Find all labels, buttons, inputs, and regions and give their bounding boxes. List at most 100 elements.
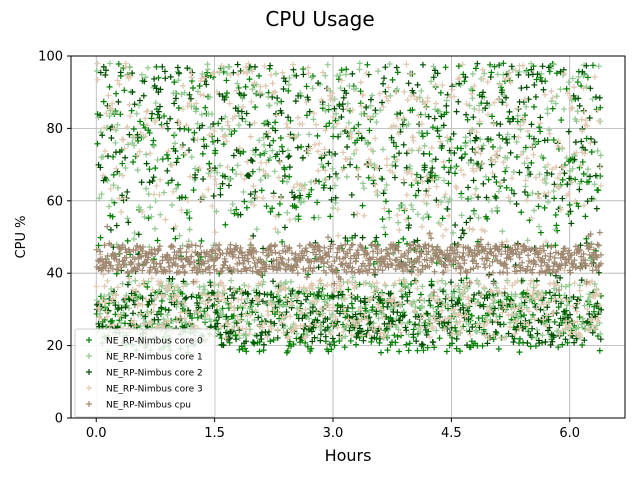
data-point [569,75,576,82]
data-point [468,338,475,345]
data-point [349,308,356,315]
data-point [430,339,437,346]
data-point [112,302,119,309]
data-point [462,74,469,81]
data-point [181,89,188,96]
data-point [496,132,503,139]
data-point [106,203,113,210]
data-point [153,85,160,92]
data-point [249,86,256,93]
data-point [436,133,443,140]
data-point [332,150,339,157]
data-point [418,223,425,230]
data-point [514,105,521,112]
data-point [283,178,290,185]
data-point [200,283,207,290]
data-point [184,65,191,72]
data-point [544,110,551,117]
data-point [178,207,185,214]
data-point [146,179,153,186]
data-point [269,205,276,212]
data-point [308,186,315,193]
data-point [136,282,143,289]
data-point [134,167,141,174]
data-point [324,61,331,68]
data-point [392,162,399,169]
data-point [334,206,341,213]
data-point [576,102,583,109]
data-point [333,110,340,117]
data-point [470,177,477,184]
data-point [279,238,286,245]
data-point [286,164,293,171]
data-point [399,202,406,209]
data-point [430,63,437,70]
data-point [259,195,266,202]
data-point [356,66,363,73]
data-point [171,131,178,138]
data-point [137,118,144,125]
data-point [537,74,544,81]
data-point [521,160,528,167]
data-point [139,301,146,308]
data-point [165,307,172,314]
data-point [422,104,429,111]
data-point [580,72,587,79]
x-tick-label: 1.5 [204,426,225,441]
data-point [298,300,305,307]
data-point [462,151,469,158]
data-point [445,180,452,187]
data-point [433,100,440,107]
data-point [252,104,259,111]
data-point [324,258,331,265]
data-point [559,341,566,348]
data-point [299,315,306,322]
data-point [155,316,162,323]
data-point [541,204,548,211]
data-point [428,78,435,85]
data-point [490,120,497,127]
data-point [192,108,199,115]
data-point [172,90,179,97]
data-point [247,133,254,140]
data-point [236,90,243,97]
data-point [245,258,252,265]
data-point [545,199,552,206]
data-point [432,156,439,163]
data-point [340,149,347,156]
data-point [583,83,590,90]
data-point [499,269,506,276]
data-point [381,205,388,212]
data-point [324,324,331,331]
data-point [114,121,121,128]
data-point [326,173,333,180]
data-point [292,215,299,222]
data-point [370,174,377,181]
data-point [337,130,344,137]
data-point [226,100,233,107]
data-point [457,348,464,355]
data-point [389,76,396,83]
data-point [380,190,387,197]
data-point [275,298,282,305]
data-point [306,315,313,322]
data-point [572,139,579,146]
data-point [114,306,121,313]
data-point [179,290,186,297]
data-point [152,165,159,172]
data-point [373,119,380,126]
data-point [212,309,219,316]
data-point [581,302,588,309]
data-point [274,334,281,341]
data-point [468,195,475,202]
data-point [451,93,458,100]
data-point [240,260,247,267]
data-point [261,291,268,298]
data-point [110,171,117,178]
data-point [271,168,278,175]
data-point [330,123,337,130]
data-point [262,82,269,89]
data-point [414,347,421,354]
data-point [204,305,211,312]
data-point [194,120,201,127]
